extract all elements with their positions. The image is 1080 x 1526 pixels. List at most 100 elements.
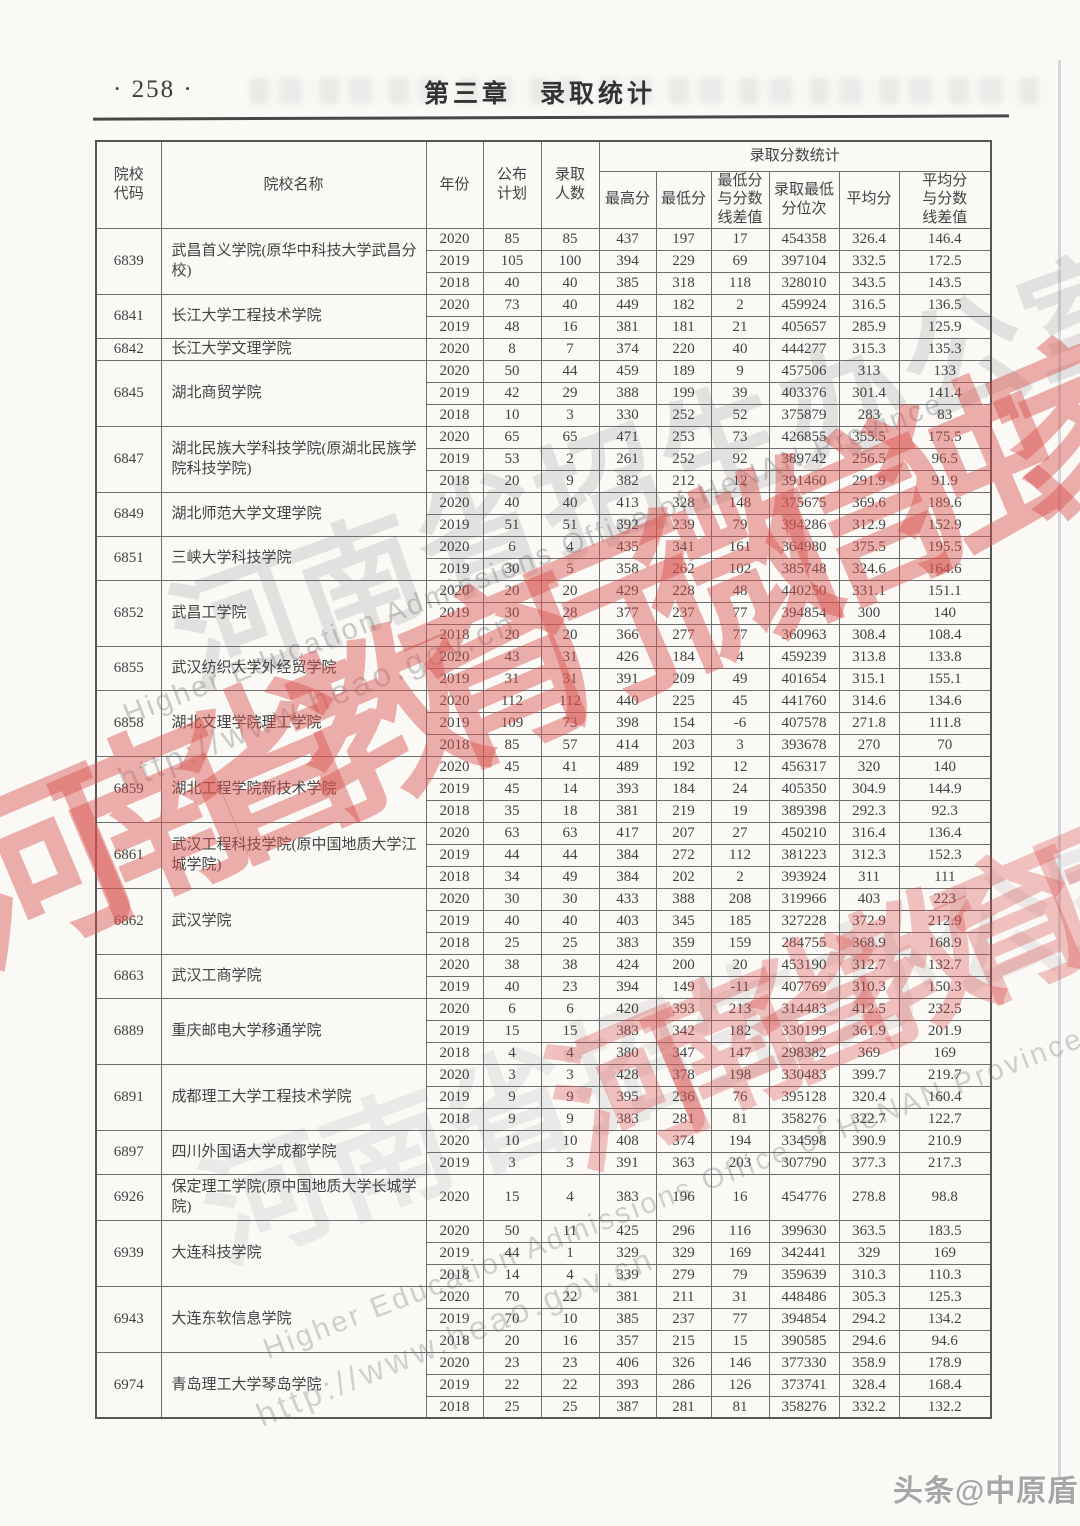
cell-avg-diff: 150.3 xyxy=(898,975,992,999)
cell-year: 2018 xyxy=(425,733,484,757)
cell-max-score: 261 xyxy=(598,447,657,471)
table-row: 2019 15 15 383 342 182 330199 361.9 201.9 xyxy=(96,1019,992,1043)
table-row: 2019 53 2 261 252 92 389742 256.5 96.5 xyxy=(96,447,992,471)
cell-plan: 4 xyxy=(482,1041,542,1065)
table-row: 6974 青岛理工大学琴岛学院 2020 23 23 406 326 146 377330 358… xyxy=(95,1351,992,1419)
cell-min-rank: 314483 xyxy=(768,997,840,1021)
cell-min-diff: -6 xyxy=(710,711,770,735)
cell-plan: 38 xyxy=(482,953,542,977)
cell-year: 2020 xyxy=(425,887,484,911)
cell-plan: 14 xyxy=(482,1263,542,1287)
cell-admitted: 31 xyxy=(540,667,600,691)
cell-max-score: 437 xyxy=(598,227,657,251)
cell-min-score: 296 xyxy=(655,1219,712,1243)
cell-admitted: 30 xyxy=(540,887,600,911)
cell-min-diff: 77 xyxy=(710,601,770,625)
cell-avg-score: 316.4 xyxy=(838,821,900,845)
cell-min-score: 252 xyxy=(655,403,712,427)
cell-avg-diff: 152.3 xyxy=(898,843,992,867)
school-code: 6845 xyxy=(95,359,162,427)
cell-admitted: 3 xyxy=(540,1063,600,1087)
cell-year: 2019 xyxy=(425,557,484,581)
cell-max-score: 393 xyxy=(598,1373,657,1397)
cell-avg-diff: 108.4 xyxy=(898,623,992,647)
cell-max-score: 383 xyxy=(598,1019,657,1043)
cell-avg-score: 294.6 xyxy=(838,1329,900,1353)
cell-avg-score: 285.9 xyxy=(838,315,900,339)
header-rule xyxy=(92,114,1010,121)
cell-max-score: 384 xyxy=(598,843,657,867)
cell-min-rank: 444277 xyxy=(768,337,840,361)
cell-year: 2018 xyxy=(425,271,484,295)
cell-max-score: 414 xyxy=(598,733,657,757)
cell-min-rank: 342441 xyxy=(768,1241,840,1265)
cell-plan: 40 xyxy=(482,975,542,999)
cell-min-diff: -11 xyxy=(710,975,770,999)
cell-plan: 73 xyxy=(482,293,542,317)
cell-max-score: 391 xyxy=(598,1151,657,1175)
cell-avg-diff: 111 xyxy=(898,865,992,889)
school-code: 6851 xyxy=(95,535,162,581)
cell-min-diff: 12 xyxy=(710,469,770,493)
cell-min-rank: 319966 xyxy=(768,887,840,911)
cell-min-score: 359 xyxy=(655,931,712,955)
cell-plan: 25 xyxy=(482,1395,542,1419)
cell-max-score: 406 xyxy=(598,1351,657,1375)
table-row: 2019 22 22 393 286 126 373741 328.4 168.4 xyxy=(96,1373,992,1397)
cell-plan: 30 xyxy=(482,557,542,581)
cell-min-diff: 213 xyxy=(710,997,770,1021)
cell-admitted: 51 xyxy=(540,513,600,537)
cell-min-diff: 79 xyxy=(710,513,770,537)
cell-max-score: 449 xyxy=(598,293,657,317)
cell-max-score: 391 xyxy=(598,667,657,691)
cell-avg-diff: 110.3 xyxy=(898,1263,992,1287)
page-number: · 258 · xyxy=(113,76,194,103)
cell-max-score: 384 xyxy=(598,865,657,889)
cell-min-diff: 17 xyxy=(710,227,770,251)
cell-admitted: 16 xyxy=(540,1329,600,1353)
cell-max-score: 424 xyxy=(598,953,657,977)
table-row: 2018 35 18 381 219 19 389398 292.3 92.3 xyxy=(96,799,992,823)
cell-max-score: 339 xyxy=(598,1263,657,1287)
cell-min-score: 236 xyxy=(655,1085,712,1109)
school-name: 成都理工大学工程技术学院 xyxy=(160,1063,427,1131)
cell-min-score: 378 xyxy=(655,1063,712,1087)
table-row: 2018 85 57 414 203 3 393678 270 70 xyxy=(96,733,992,757)
cell-avg-diff: 136.4 xyxy=(898,821,992,845)
cell-plan: 42 xyxy=(482,381,542,405)
cell-avg-score: 256.5 xyxy=(838,447,900,471)
school-name: 湖北师范大学文理学院 xyxy=(160,491,427,537)
cell-min-score: 181 xyxy=(655,315,712,339)
school-name: 大连科技学院 xyxy=(160,1219,427,1287)
cell-avg-score: 331.1 xyxy=(838,579,900,603)
cell-plan: 3 xyxy=(482,1151,542,1175)
cell-min-diff: 185 xyxy=(710,909,770,933)
cell-min-score: 192 xyxy=(655,755,712,779)
cell-min-rank: 389742 xyxy=(768,447,840,471)
cell-min-score: 281 xyxy=(655,1107,712,1131)
cell-avg-diff: 92.3 xyxy=(898,799,992,823)
cell-avg-score: 343.5 xyxy=(838,271,900,295)
cell-year: 2020 xyxy=(425,821,484,845)
cell-max-score: 387 xyxy=(598,1395,657,1419)
cell-avg-diff: 132.2 xyxy=(898,1395,992,1419)
cell-max-score: 489 xyxy=(598,755,657,779)
cell-year: 2018 xyxy=(425,799,484,823)
table-row: 6863 武汉工商学院 2020 38 38 424 200 20 453190 312.7 132… xyxy=(95,953,992,999)
cell-min-diff: 16 xyxy=(710,1173,770,1221)
table-row: 2019 42 29 388 199 39 403376 301.4 141.4 xyxy=(96,381,992,405)
cell-avg-diff: 212.9 xyxy=(898,909,992,933)
cell-avg-diff: 70 xyxy=(898,733,992,757)
header-row-2: 最高分 最低分 最低分 与分数 线差值 录取最低 分位次 平均分 平均分 与分数 线差值 xyxy=(96,170,992,229)
cell-year: 2019 xyxy=(425,777,484,801)
cell-min-score: 345 xyxy=(655,909,712,933)
cell-avg-score: 322.7 xyxy=(838,1107,900,1131)
cell-min-score: 374 xyxy=(655,1129,712,1153)
cell-min-rank: 360963 xyxy=(768,623,840,647)
cell-min-rank: 298382 xyxy=(768,1041,840,1065)
cell-admitted: 44 xyxy=(540,359,600,383)
cell-min-score: 184 xyxy=(655,777,712,801)
cell-plan: 8 xyxy=(482,337,542,361)
cell-max-score: 383 xyxy=(598,1107,657,1131)
cell-plan: 20 xyxy=(482,1329,542,1353)
